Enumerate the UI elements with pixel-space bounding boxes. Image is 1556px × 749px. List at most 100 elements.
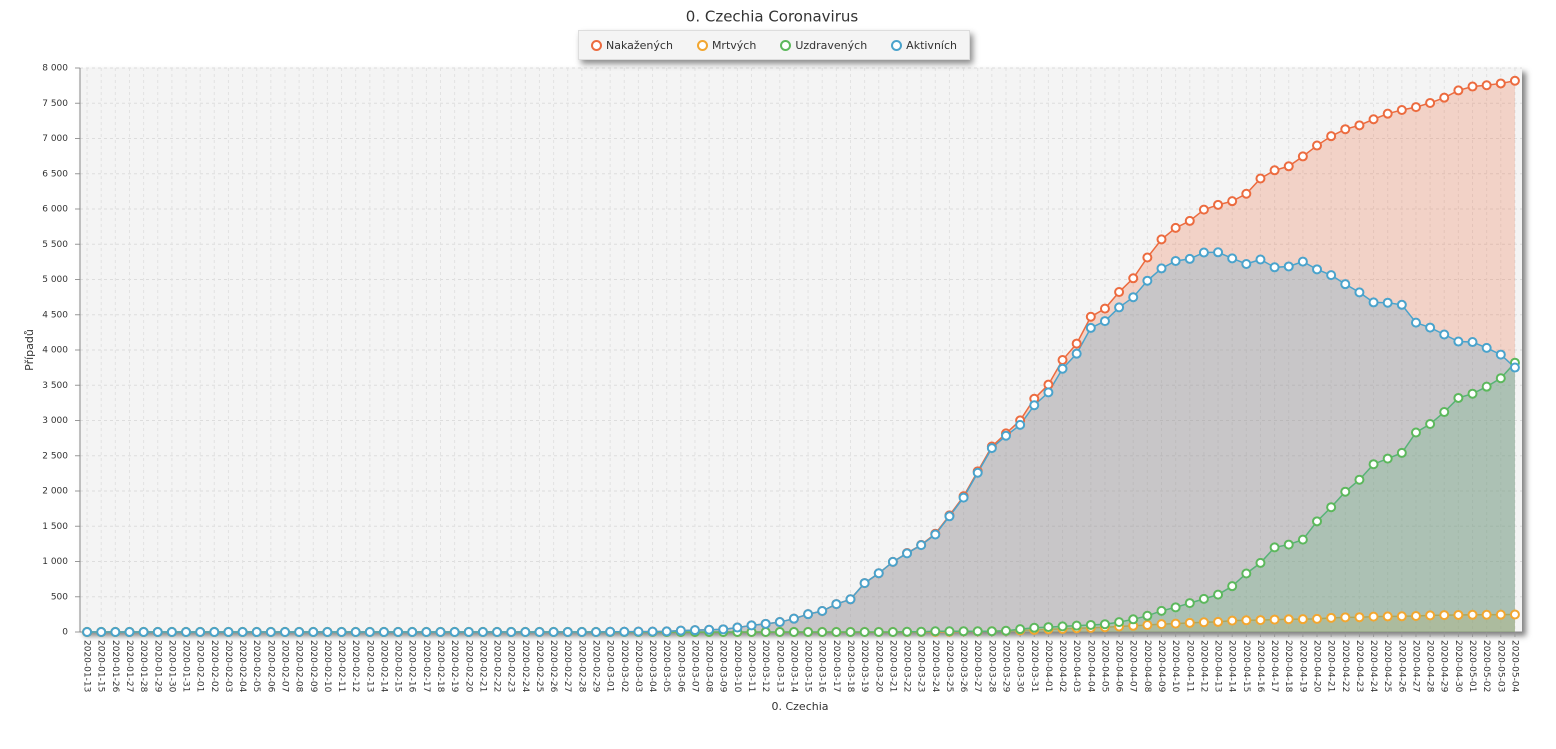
point [350,627,361,637]
point [378,627,389,637]
point [1142,610,1153,621]
x-tick-label: 2020-01-27 [124,640,134,692]
point [1057,621,1068,632]
y-tick-label: 3 500 [42,381,68,391]
point [1340,486,1351,497]
point [887,627,898,637]
point [1085,311,1096,322]
point [930,529,941,540]
x-tick-label: 2020-01-28 [138,640,148,693]
x-tick-label: 2020-03-19 [859,640,869,693]
point [1481,342,1492,353]
point [1142,252,1153,263]
point [1057,355,1068,366]
x-tick-label: 2020-02-03 [223,640,233,692]
point [1156,263,1167,274]
point [1382,453,1393,464]
point [1297,256,1308,267]
point [1269,542,1280,553]
x-tick-label: 2020-02-09 [308,640,318,693]
x-tick-label: 2020-03-27 [972,640,982,692]
point [1099,316,1110,327]
legend-label: Uzdravených [795,38,868,52]
point [1354,287,1365,298]
point [1509,362,1520,373]
point [1170,222,1181,233]
point [1000,625,1011,636]
x-tick-label: 2020-03-24 [930,640,940,693]
point [1198,204,1209,215]
x-tick-label: 2020-04-26 [1396,640,1406,693]
x-tick-label: 2020-04-11 [1184,640,1194,692]
point [958,626,969,637]
point [774,617,785,628]
y-tick-label: 0 [62,628,68,638]
point [1495,349,1506,360]
x-tick-label: 2020-04-12 [1198,640,1208,692]
point [1213,247,1224,258]
x-tick-label: 2020-03-23 [916,640,926,692]
point [1198,593,1209,604]
point [1283,261,1294,272]
point [845,594,856,605]
x-tick-label: 2020-03-12 [760,640,770,692]
point [1029,622,1040,633]
y-tick-label: 6 000 [42,205,68,215]
x-tick-label: 2020-04-28 [1425,640,1435,693]
x-tick-label: 2020-03-06 [675,640,685,693]
y-tick-label: 2 500 [42,451,68,461]
x-tick-label: 2020-02-07 [279,640,289,692]
point [308,627,319,637]
point [944,626,955,637]
point [1382,108,1393,119]
y-tick-label: 5 500 [42,240,68,250]
legend-marker [591,39,602,51]
x-tick-label: 2020-02-17 [421,640,431,692]
point [1509,609,1520,620]
x-tick-label: 2020-05-03 [1495,640,1505,692]
x-tick-label: 2020-03-30 [1015,640,1025,693]
point [1368,297,1379,308]
x-tick-label: 2020-04-25 [1382,640,1392,692]
x-tick-label: 2020-04-27 [1410,640,1420,692]
point [1241,188,1252,199]
x-tick-label: 2020-03-01 [605,640,615,692]
legend-label: Nakažených [606,38,673,52]
point [760,618,771,629]
point [1184,617,1195,628]
x-tick-label: 2020-03-31 [1029,640,1039,692]
point [1410,427,1421,438]
x-tick-label: 2020-05-01 [1467,640,1477,692]
x-tick-label: 2020-04-06 [1114,640,1124,693]
x-tick-label: 2020-03-17 [831,640,841,692]
x-tick-label: 2020-03-04 [647,640,657,693]
point [1269,614,1280,625]
point [1255,173,1266,184]
point [1467,337,1478,348]
point [1142,620,1153,631]
point [576,627,587,637]
x-tick-label: 2020-04-23 [1354,640,1364,692]
point [1297,151,1308,162]
point [1368,114,1379,125]
point [1439,407,1450,418]
point [1453,392,1464,403]
x-tick-label: 2020-02-28 [576,640,586,693]
point [1114,302,1125,313]
x-tick-label: 2020-02-11 [336,640,346,692]
x-tick-label: 2020-04-04 [1085,640,1095,693]
x-tick-label: 2020-02-25 [534,640,544,692]
point [1453,85,1464,96]
area [87,362,1515,632]
x-tick-label: 2020-02-05 [251,640,261,692]
point [237,627,248,637]
point [1128,292,1139,303]
point [1340,124,1351,135]
point [718,624,729,635]
point [562,627,573,637]
point [704,624,715,635]
x-tick-label: 2020-04-05 [1099,640,1109,692]
x-tick-label: 2020-02-27 [562,640,572,692]
point [1368,611,1379,622]
